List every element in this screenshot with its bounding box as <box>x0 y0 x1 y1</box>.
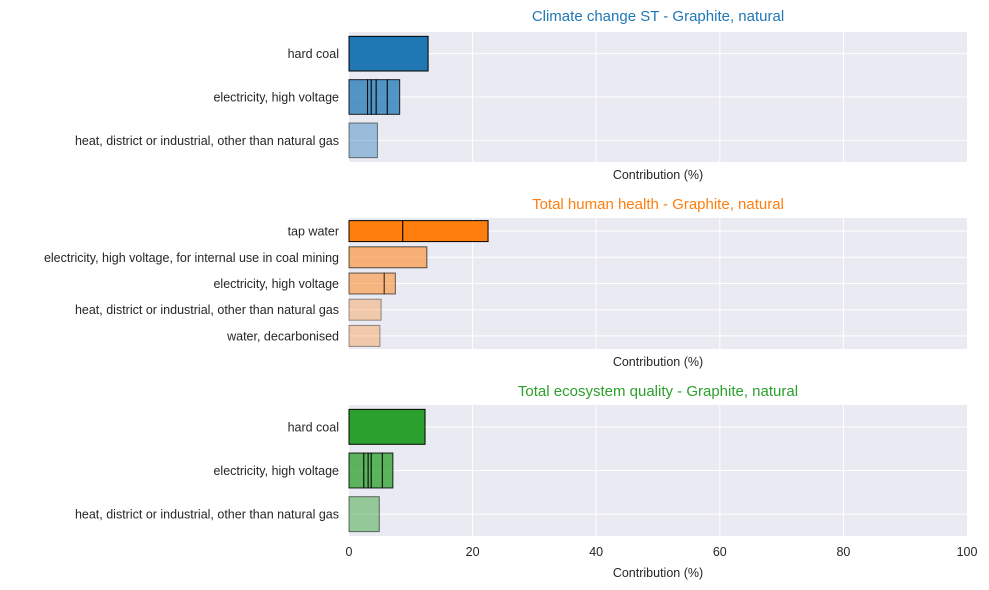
bar-segment <box>348 35 429 72</box>
bar-segment <box>381 452 394 489</box>
bar-segment <box>348 272 385 295</box>
bar-segment <box>375 79 388 115</box>
category-label: electricity, high voltage <box>213 464 339 478</box>
chart-panel-2: tap water electricity, high voltage, for … <box>44 196 967 369</box>
x-tick-label: 100 <box>957 545 978 559</box>
bar-segment <box>402 220 489 243</box>
bar-segment <box>386 79 401 115</box>
chart-title: Climate change ST - Graphite, natural <box>532 8 784 25</box>
bar-segment <box>348 298 382 321</box>
category-label: hard coal <box>288 47 339 61</box>
x-tick-label: 20 <box>466 545 480 559</box>
bar-segment <box>363 452 369 489</box>
bar-segment <box>348 408 426 445</box>
bar-segment <box>348 220 404 243</box>
bar-segment <box>348 324 381 347</box>
category-label: hard coal <box>288 420 339 434</box>
category-label: tap water <box>288 225 339 239</box>
bar-segment <box>370 452 383 489</box>
x-tick-label: 80 <box>836 545 850 559</box>
chart-title: Total human health - Graphite, natural <box>532 196 784 213</box>
bar-segment <box>367 79 372 115</box>
x-tick-label: 40 <box>589 545 603 559</box>
bar-segment <box>383 272 396 295</box>
category-label: water, decarbonised <box>226 329 339 343</box>
category-label: electricity, high voltage, for internal … <box>44 251 339 265</box>
x-tick-label: 0 <box>346 545 353 559</box>
x-axis-label: Contribution (%) <box>613 168 703 182</box>
category-label: heat, district or industrial, other than… <box>75 134 339 148</box>
bar-segment <box>348 79 369 115</box>
category-label: electricity, high voltage <box>213 91 339 105</box>
chart-title: Total ecosystem quality - Graphite, natu… <box>518 383 798 400</box>
category-label: heat, district or industrial, other than… <box>75 508 339 522</box>
chart-panel-1: hard coal electricity, high voltage heat, … <box>75 8 967 182</box>
bar-segment <box>370 79 377 115</box>
x-tick-label: 60 <box>713 545 727 559</box>
bar-segment <box>348 122 378 159</box>
category-label: electricity, high voltage <box>213 277 339 291</box>
x-axis-label: Contribution (%) <box>613 566 703 580</box>
category-label: heat, district or industrial, other than… <box>75 303 339 317</box>
bar-segment <box>348 496 380 533</box>
bar-segment <box>348 246 428 269</box>
x-axis-label: Contribution (%) <box>613 355 703 369</box>
bar-segment <box>348 452 365 489</box>
chart-panel-3: hard coal electricity, high voltage heat, … <box>75 383 978 580</box>
